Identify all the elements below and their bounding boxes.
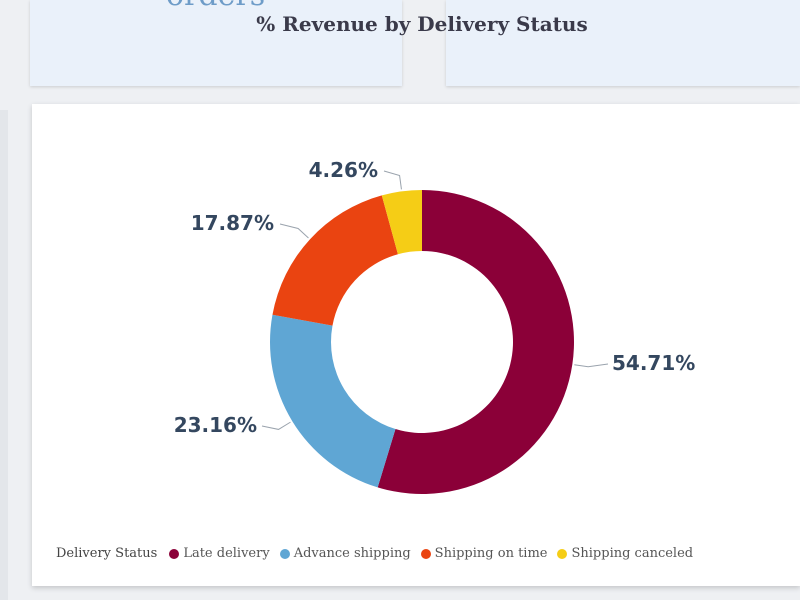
donut-slice-advance-shipping[interactable] [270, 314, 396, 488]
data-label-advance-shipping: 23.16% [174, 413, 257, 437]
legend: Delivery Status Late delivery Advance sh… [56, 546, 693, 561]
donut-slice-late-delivery[interactable] [377, 190, 574, 494]
legend-label: Late delivery [183, 546, 270, 561]
legend-item-shipping-canceled[interactable]: Shipping canceled [557, 546, 693, 561]
leader-line-late-delivery [574, 363, 609, 368]
chart-title: % Revenue by Delivery Status [256, 12, 588, 36]
kpi-orders-label: orders [166, 0, 265, 13]
legend-item-late-delivery[interactable]: Late delivery [169, 546, 270, 561]
chart-card[interactable] [32, 104, 800, 586]
data-label-shipping-on-time: 17.87% [191, 211, 274, 235]
legend-title: Delivery Status [56, 546, 158, 561]
legend-dot-icon [169, 548, 180, 559]
legend-item-advance-shipping[interactable]: Advance shipping [279, 546, 411, 561]
data-label-late-delivery: 54.71% [612, 351, 695, 375]
legend-dot-icon [420, 548, 431, 559]
legend-dot-icon [279, 548, 290, 559]
leader-line-advance-shipping [261, 421, 291, 430]
donut-slice-shipping-on-time[interactable] [272, 195, 398, 326]
legend-label: Advance shipping [293, 546, 411, 561]
leader-line-shipping-on-time [279, 223, 309, 239]
data-label-shipping-canceled: 4.26% [309, 158, 378, 182]
legend-dot-icon [557, 548, 568, 559]
kpi-card-orders: orders [30, 0, 402, 86]
leader-line-shipping-canceled [383, 170, 402, 190]
donut-slice-shipping-canceled[interactable] [381, 190, 422, 255]
kpi-card [446, 0, 800, 86]
legend-item-shipping-on-time[interactable]: Shipping on time [420, 546, 548, 561]
legend-label: Shipping canceled [571, 546, 694, 561]
left-panel-edge [0, 110, 8, 600]
legend-label: Shipping on time [434, 546, 548, 561]
